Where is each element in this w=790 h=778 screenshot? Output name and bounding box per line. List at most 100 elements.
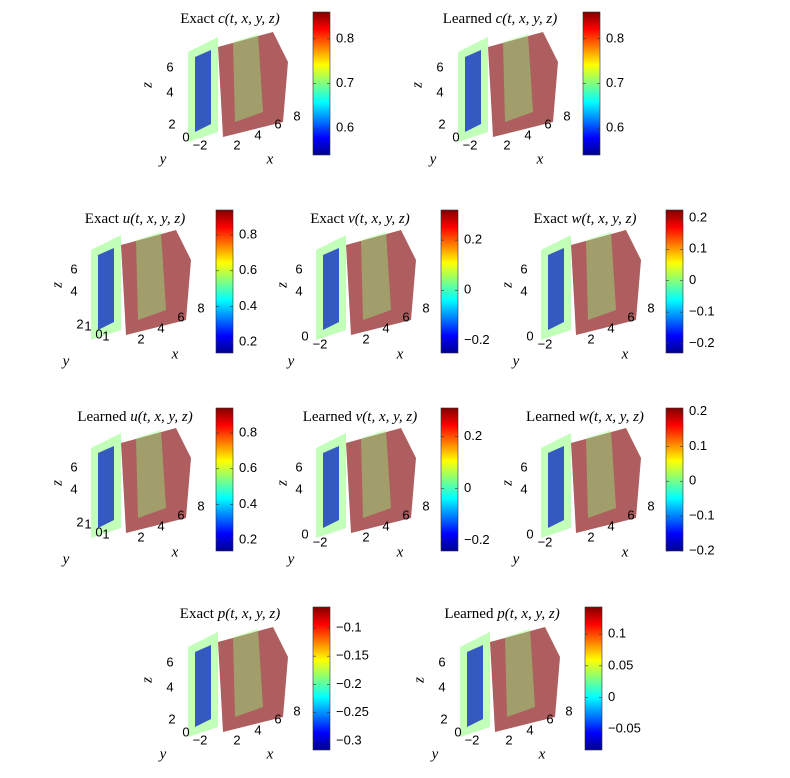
colorbar-tick-label: 0.2 bbox=[464, 428, 482, 443]
z-tick-label: 4 bbox=[295, 481, 302, 496]
isosurface bbox=[233, 34, 263, 122]
y-tick-label: 0 bbox=[182, 129, 189, 144]
y-tick-label: −2 bbox=[463, 137, 478, 152]
isosurface bbox=[361, 232, 391, 320]
z-tick-label: 6 bbox=[166, 654, 173, 669]
x-tick-label: 4 bbox=[157, 320, 164, 335]
colorbar-tick-label: −0.1 bbox=[689, 508, 715, 523]
z-tick-label: 6 bbox=[166, 59, 173, 74]
y-axis-label: y bbox=[61, 353, 70, 369]
isosurface bbox=[505, 629, 535, 717]
x-tick-label: 2 bbox=[505, 732, 512, 747]
colorbar-tick-label: 0.1 bbox=[608, 626, 626, 641]
x-tick-label: 8 bbox=[563, 108, 570, 123]
z-tick-label: 4 bbox=[70, 283, 77, 298]
colorbar-tick-label: 0.2 bbox=[464, 232, 482, 247]
isosurface bbox=[571, 230, 641, 335]
colorbar-tick-label: 0.8 bbox=[239, 424, 257, 439]
z-tick-label: 6 bbox=[295, 459, 302, 474]
y-tick-label: 2 bbox=[438, 116, 445, 131]
colorbar-tick-label: 0 bbox=[689, 473, 696, 488]
x-axis-label: x bbox=[538, 746, 546, 762]
x-tick-label: 6 bbox=[402, 309, 409, 324]
isosurface bbox=[467, 645, 483, 727]
colorbar bbox=[665, 209, 684, 354]
isosurface bbox=[490, 627, 560, 732]
title-expr: u(t, x, y, z) bbox=[130, 409, 192, 425]
isosurface bbox=[136, 430, 166, 518]
z-axis-label: z bbox=[274, 480, 290, 487]
isosurface bbox=[346, 428, 416, 533]
colorbar bbox=[584, 606, 603, 751]
y-tick-label: 2 bbox=[168, 711, 175, 726]
y-axis-label: y bbox=[511, 353, 520, 369]
isosurface bbox=[218, 627, 288, 732]
y-tick-label: 0 bbox=[454, 724, 461, 739]
y-tick-label: −2 bbox=[193, 137, 208, 152]
y-tick-label: 0 bbox=[526, 526, 533, 541]
y-axis-label: y bbox=[61, 551, 70, 567]
colorbar-tick-label: 0.8 bbox=[239, 226, 257, 241]
colorbar bbox=[215, 209, 234, 354]
y-axis-label: y bbox=[511, 551, 520, 567]
y-tick-label: −2 bbox=[538, 336, 553, 351]
x-axis-label: x bbox=[536, 151, 544, 167]
z-tick-label: 4 bbox=[520, 481, 527, 496]
isosurface bbox=[503, 34, 533, 122]
x-tick-label: 4 bbox=[254, 127, 261, 142]
colorbar-tick-label: −0.2 bbox=[464, 332, 490, 347]
x-axis-label: x bbox=[396, 544, 404, 560]
y-axis-label: y bbox=[430, 746, 439, 762]
isosurface bbox=[488, 32, 558, 137]
title-expr: w(t, x, y, z) bbox=[571, 211, 636, 227]
y-tick-label: −2 bbox=[193, 732, 208, 747]
y-axis-label: y bbox=[428, 151, 437, 167]
title-label: Learned bbox=[77, 409, 127, 425]
z-tick-label: 6 bbox=[436, 59, 443, 74]
title-label: Learned bbox=[526, 409, 576, 425]
x-tick-label: 6 bbox=[627, 309, 634, 324]
title-label: Exact bbox=[310, 211, 345, 227]
colorbar-tick-label: 0.6 bbox=[239, 460, 257, 475]
colorbar bbox=[215, 407, 234, 552]
colorbar-tick-label: 0.7 bbox=[606, 75, 624, 90]
z-tick-label: 6 bbox=[520, 459, 527, 474]
y-tick-label: 2 bbox=[76, 316, 83, 331]
x-tick-label: 8 bbox=[647, 300, 654, 315]
y-axis-label: y bbox=[158, 746, 167, 762]
title-label: Exact bbox=[180, 11, 215, 27]
colorbar-tick-label: 0.4 bbox=[239, 298, 257, 313]
x-tick-label: 6 bbox=[546, 711, 553, 726]
isosurface bbox=[121, 230, 191, 335]
colorbar-tick-label: 0.1 bbox=[689, 438, 707, 453]
x-axis-label: x bbox=[266, 151, 274, 167]
isosurface bbox=[465, 50, 481, 132]
x-axis-label: x bbox=[621, 346, 629, 362]
z-tick-label: 4 bbox=[436, 84, 443, 99]
y-tick-label: 2 bbox=[168, 116, 175, 131]
x-tick-label: 4 bbox=[607, 518, 614, 533]
colorbar-tick-label: −0.15 bbox=[336, 648, 369, 663]
y-tick-label: −2 bbox=[313, 534, 328, 549]
isosurface bbox=[548, 248, 564, 330]
colorbar-tick-label: −0.05 bbox=[608, 721, 641, 736]
y-tick-label: 0 bbox=[301, 328, 308, 343]
x-tick-label: 8 bbox=[293, 703, 300, 718]
colorbar-tick-label: −0.1 bbox=[689, 304, 715, 319]
x-axis-label: x bbox=[621, 544, 629, 560]
y-tick-label: 1 bbox=[102, 526, 109, 541]
x-tick-label: 6 bbox=[274, 116, 281, 131]
x-tick-label: 8 bbox=[565, 703, 572, 718]
x-tick-label: 6 bbox=[274, 711, 281, 726]
colorbar bbox=[440, 407, 459, 552]
colorbar-tick-label: 0.7 bbox=[336, 75, 354, 90]
panel-title: Learned w(t, x, y, z) bbox=[526, 409, 644, 425]
title-expr: c(t, x, y, z) bbox=[496, 11, 558, 27]
colorbar-tick-label: 0 bbox=[689, 272, 696, 287]
isosurface bbox=[586, 232, 616, 320]
z-tick-label: 6 bbox=[70, 459, 77, 474]
z-tick-label: 4 bbox=[166, 84, 173, 99]
